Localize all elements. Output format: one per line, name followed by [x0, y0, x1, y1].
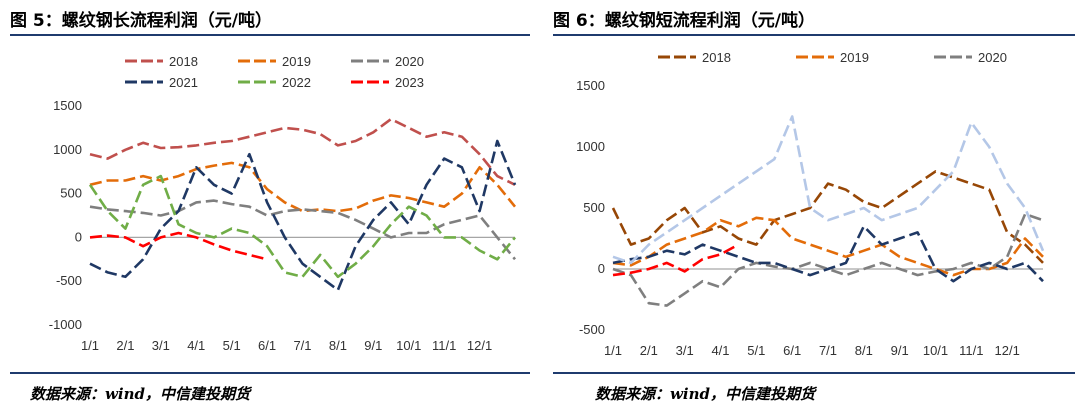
- legend-item: 2022: [238, 75, 311, 90]
- legend-label: 2018: [169, 54, 198, 69]
- legend-label: 2023: [395, 75, 424, 90]
- legend-label: 2019: [840, 50, 869, 65]
- y-tick-label: 500: [60, 186, 82, 201]
- x-tick-label: 11/1: [432, 338, 456, 353]
- x-tick-label: 2/1: [116, 338, 134, 353]
- title-rule: [10, 34, 530, 36]
- chart-title: 图 6：螺纹钢短流程利润（元/吨）: [553, 11, 815, 31]
- x-tick-label: 11/1: [959, 343, 983, 358]
- x-tick-label: 6/1: [783, 343, 801, 358]
- x-tick-label: 9/1: [891, 343, 909, 358]
- x-tick-label: 7/1: [293, 338, 311, 353]
- y-tick-label: 1000: [53, 142, 82, 157]
- series-line-2019: [89, 161, 517, 213]
- left-panel: 图 5：螺纹钢长流程利润（元/吨） -1000 -500 0 500 1000 1500 1…: [10, 11, 530, 403]
- x-tick-label: 9/1: [364, 338, 382, 353]
- short-process-profit-chart: -500 0 500 1000 1500 1/1 2/1 3/1 4/1 5/1 6/1 7/1 8/1…: [576, 50, 1045, 358]
- legend-item: 2019: [238, 54, 311, 69]
- x-tick-label: 3/1: [152, 338, 170, 353]
- chart-title: 图 5：螺纹钢长流程利润（元/吨）: [10, 11, 272, 31]
- x-tick-label: 8/1: [855, 343, 873, 358]
- x-tick-label: 10/1: [923, 343, 948, 358]
- series-line-2021: [89, 139, 517, 292]
- series-line-2023: [89, 231, 268, 261]
- x-tick-label: 5/1: [747, 343, 765, 358]
- x-tick-label: 3/1: [676, 343, 694, 358]
- legend-item: 2018: [125, 54, 198, 69]
- series-line-2022: [88, 174, 517, 279]
- x-tick-label: 5/1: [223, 338, 241, 353]
- y-tick-label: 1000: [576, 139, 605, 154]
- y-tick-label: 1500: [576, 78, 605, 93]
- legend-item: 2018: [658, 50, 731, 65]
- legend-label: 2022: [282, 75, 311, 90]
- source-rule: [10, 372, 530, 374]
- title-rule: [553, 34, 1075, 36]
- series-line-unlabeled: [612, 225, 1044, 283]
- legend-label: 2020: [395, 54, 424, 69]
- legend-label: 2020: [978, 50, 1007, 65]
- legend-item: 2021: [125, 75, 198, 90]
- legend-item: 2019: [796, 50, 869, 65]
- y-tick-label: 0: [598, 261, 605, 276]
- x-tick-label: 12/1: [467, 338, 492, 353]
- series-line-unlabeled: [612, 115, 1045, 265]
- series-line-2020: [89, 199, 517, 261]
- right-panel: 图 6：螺纹钢短流程利润（元/吨） -500 0 500 1000 1500 1/1 2/1…: [553, 0, 1080, 418]
- series-line-2018: [89, 117, 516, 186]
- series-line-unlabeled: [612, 243, 740, 277]
- source-note: 数据来源：wind，中信建投期货: [595, 385, 816, 403]
- series-line-2018: [611, 170, 1044, 264]
- y-tick-label: 1500: [53, 98, 82, 113]
- x-tick-label: 4/1: [187, 338, 205, 353]
- y-tick-label: -500: [579, 322, 605, 337]
- x-tick-label: 10/1: [396, 338, 421, 353]
- x-tick-label: 12/1: [995, 343, 1020, 358]
- x-tick-label: 8/1: [329, 338, 347, 353]
- legend-item: 2020: [934, 50, 1007, 65]
- long-process-profit-chart: -1000 -500 0 500 1000 1500 1/1 2/1 3/1 4/1 5/1 6/1 7…: [49, 54, 517, 353]
- x-tick-label: 1/1: [604, 343, 622, 358]
- legend-label: 2019: [282, 54, 311, 69]
- legend-label: 2021: [169, 75, 198, 90]
- legend-item: 2020: [351, 54, 424, 69]
- x-tick-label: 6/1: [258, 338, 276, 353]
- legend-item: 2023: [351, 75, 424, 90]
- legend-label: 2018: [702, 50, 731, 65]
- series-line-2020: [612, 212, 1044, 307]
- source-rule: [553, 372, 1075, 374]
- y-tick-label: 0: [75, 229, 82, 244]
- y-tick-label: -1000: [49, 317, 82, 332]
- source-note: 数据来源：wind，中信建投期货: [30, 385, 251, 403]
- x-tick-label: 7/1: [819, 343, 837, 358]
- x-tick-label: 2/1: [640, 343, 658, 358]
- y-tick-label: -500: [56, 273, 82, 288]
- x-tick-label: 4/1: [711, 343, 729, 358]
- y-tick-label: 500: [583, 200, 605, 215]
- x-tick-label: 1/1: [81, 338, 99, 353]
